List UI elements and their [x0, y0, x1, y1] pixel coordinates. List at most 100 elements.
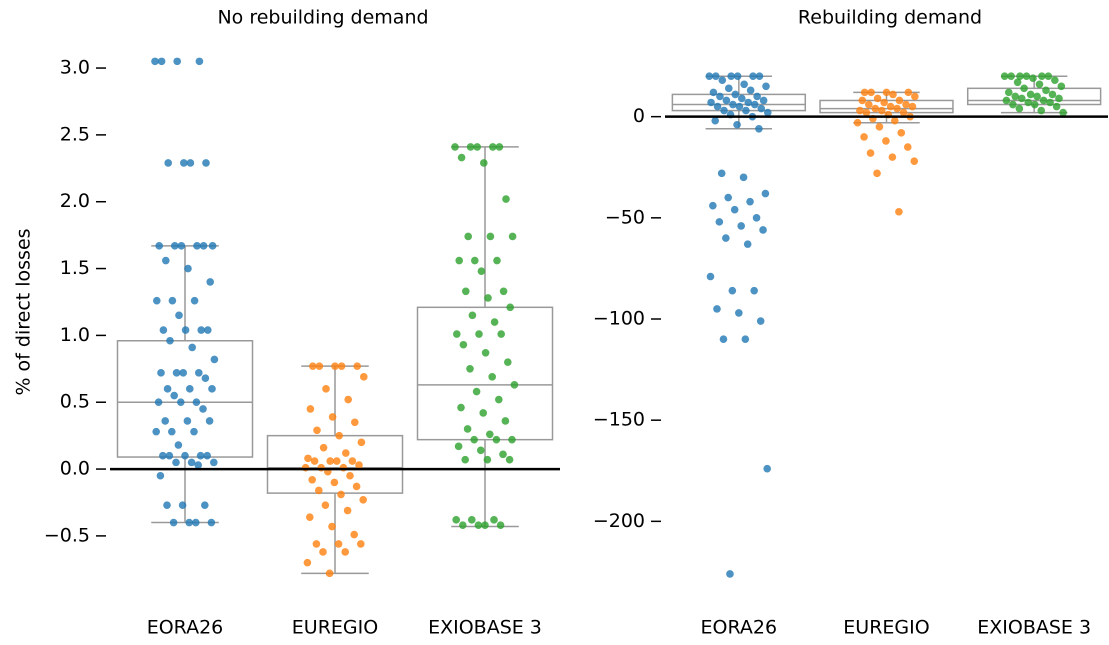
strip-point: [205, 417, 214, 425]
strip-point: [893, 104, 901, 113]
strip-point: [334, 540, 343, 548]
strip-point: [1035, 80, 1044, 89]
strip-point: [343, 506, 352, 515]
strip-point: [897, 129, 906, 137]
strip-point: [459, 521, 467, 530]
strip-point: [499, 287, 508, 296]
strip-point: [457, 153, 466, 162]
strip-point: [713, 102, 722, 111]
strip-point: [722, 96, 731, 105]
strip-point: [475, 330, 483, 338]
strip-point: [186, 159, 195, 167]
strip-point: [166, 336, 174, 345]
strip-point: [744, 98, 753, 107]
x-tick-label: EXIOBASE 3: [977, 617, 1091, 639]
strip-point: [903, 143, 912, 151]
strip-point: [1004, 88, 1013, 97]
strip-point: [481, 348, 490, 357]
strip-point: [882, 88, 891, 97]
y-tick-label: −200: [593, 510, 645, 532]
chart-title: Rebuilding demand: [798, 7, 982, 29]
strip-point: [762, 82, 770, 91]
strip-point: [335, 431, 344, 440]
strip-point: [1011, 92, 1020, 101]
y-tick-label: 3.0: [60, 57, 90, 79]
strip-point: [163, 385, 172, 393]
strip-point: [477, 446, 485, 455]
strip-point: [306, 513, 314, 521]
strip-point: [195, 57, 204, 66]
strip-point: [756, 317, 765, 325]
strip-point: [488, 373, 497, 381]
x-tick-label: EUREGIO: [292, 617, 378, 639]
strip-point: [159, 326, 168, 334]
strip-point: [171, 242, 179, 250]
strip-point: [724, 193, 733, 202]
strip-point: [194, 461, 202, 469]
strip-point: [729, 100, 737, 109]
strip-point: [310, 457, 319, 465]
strip-point: [174, 441, 183, 449]
strip-point: [873, 169, 881, 178]
strip-point: [208, 385, 216, 393]
strip-point: [1039, 96, 1048, 105]
strip-point: [457, 403, 465, 412]
strip-point: [312, 540, 321, 548]
strip-point: [152, 427, 160, 436]
strip-point: [319, 548, 327, 556]
strip-point: [860, 88, 869, 97]
strip-point: [360, 373, 368, 381]
strip-point: [1017, 94, 1026, 103]
strip-point: [711, 116, 720, 125]
y-tick-label: 1.0: [60, 324, 90, 346]
strip-point: [187, 458, 196, 467]
strip-point: [308, 475, 317, 484]
strip-point: [733, 72, 742, 80]
strip-point: [462, 287, 470, 296]
y-tick-label: 0.5: [60, 391, 90, 413]
strip-point: [474, 521, 483, 530]
strip-point: [728, 286, 737, 295]
strip-point: [484, 294, 492, 302]
strip-point: [895, 96, 904, 105]
strip-point: [309, 362, 317, 370]
strip-point: [351, 418, 359, 427]
strip-point: [866, 149, 875, 157]
strip-point: [746, 197, 754, 206]
strip-point: [183, 417, 192, 425]
strip-point: [497, 330, 506, 338]
strip-point: [493, 256, 501, 265]
strip-point: [202, 159, 210, 167]
strip-point: [735, 102, 744, 111]
strip-point: [1007, 72, 1015, 80]
strip-point: [188, 343, 196, 352]
strip-point: [709, 88, 718, 97]
strip-point: [210, 458, 218, 467]
strip-point: [357, 540, 365, 548]
strip-point: [172, 369, 181, 377]
strip-point: [180, 159, 188, 167]
strip-point: [506, 303, 514, 312]
strip-point: [341, 548, 350, 556]
strip-point: [899, 108, 908, 117]
strip-point: [737, 222, 745, 230]
strip-point: [864, 100, 873, 109]
strip-point: [304, 454, 312, 463]
strip-point: [720, 106, 728, 115]
strip-point: [196, 451, 205, 460]
strip-point: [709, 201, 717, 210]
strip-point: [492, 435, 501, 444]
y-tick-label: −0.5: [44, 524, 90, 546]
strip-point: [461, 455, 470, 464]
strip-point: [463, 425, 472, 433]
strip-point: [1022, 72, 1031, 80]
strip-point: [853, 118, 862, 127]
strip-point: [746, 86, 755, 95]
strip-point: [479, 409, 488, 417]
strip-point: [750, 286, 758, 295]
strip-point: [201, 374, 210, 382]
strip-point: [325, 569, 334, 578]
strip-point: [882, 137, 890, 145]
strip-point: [154, 398, 163, 407]
strip-point: [1037, 106, 1046, 115]
